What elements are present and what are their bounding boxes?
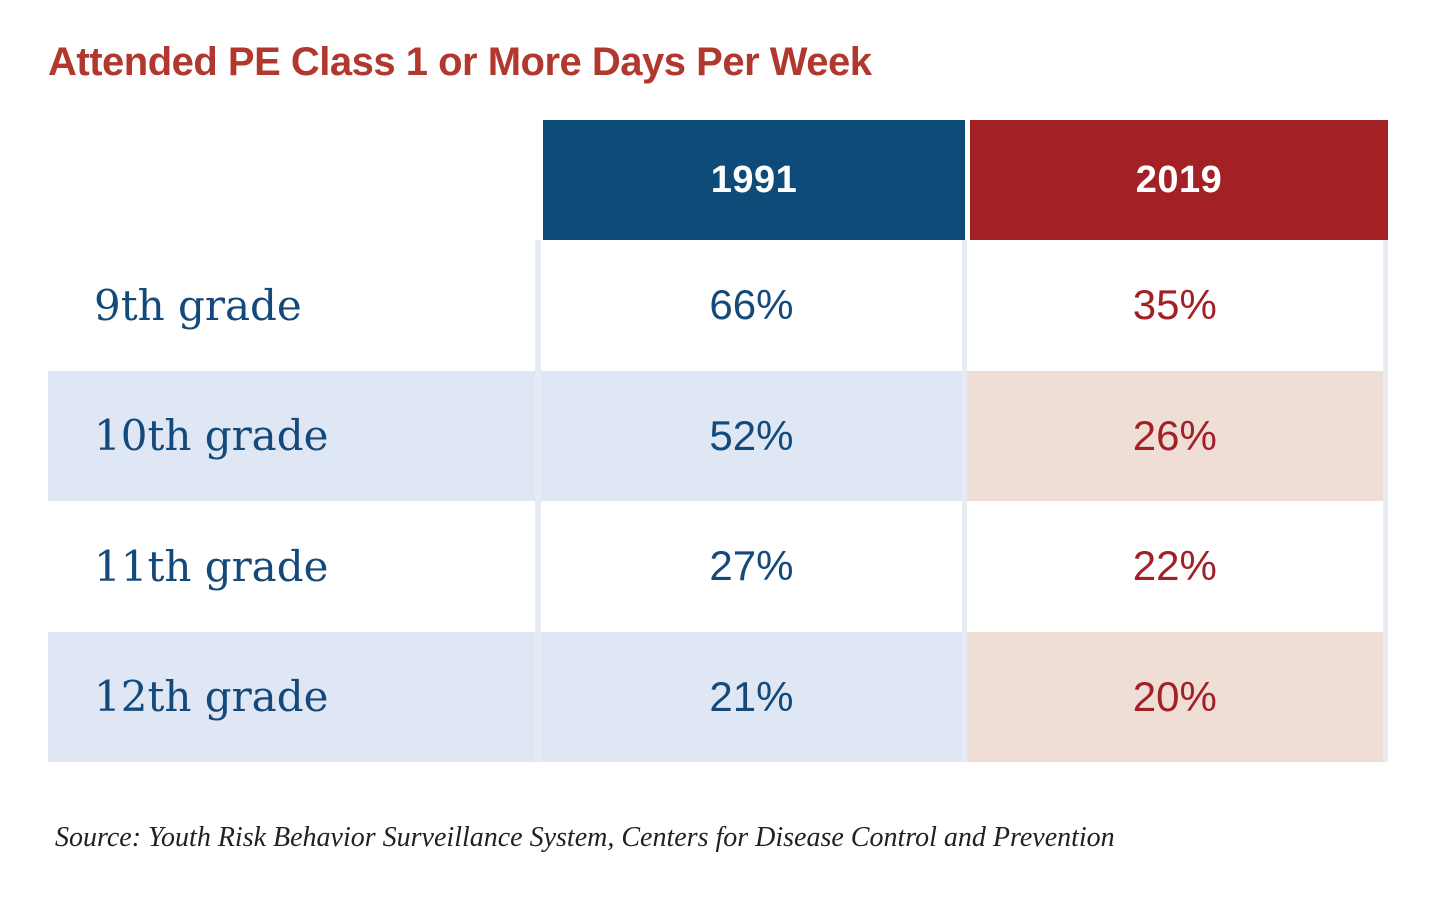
- column-header-2019-label: 2019: [1135, 158, 1223, 201]
- value-1991: 52%: [541, 370, 962, 501]
- value-2019: 26%: [966, 370, 1384, 501]
- row-label: 10th grade: [48, 370, 536, 501]
- value-1991: 66%: [541, 240, 962, 371]
- column-header-1991-label: 1991: [710, 158, 798, 201]
- table-row-11th-grade: 11th grade 27% 22%: [48, 501, 1388, 632]
- row-label: 12th grade: [48, 631, 536, 762]
- value-2019: 22%: [966, 501, 1384, 632]
- table-row-10th-grade: 10th grade 52% 26%: [48, 370, 1388, 501]
- value-1991: 21%: [541, 631, 962, 762]
- value-2019: 20%: [966, 631, 1384, 762]
- column-header-2019: 2019: [970, 120, 1388, 240]
- table-header-row: 1991 2019: [48, 120, 1388, 240]
- row-label: 9th grade: [48, 240, 536, 371]
- column-header-1991: 1991: [543, 120, 965, 240]
- table-row-9th-grade: 9th grade 66% 35%: [48, 240, 1388, 371]
- value-2019: 35%: [966, 240, 1384, 371]
- row-label: 11th grade: [48, 501, 536, 632]
- chart-title: Attended PE Class 1 or More Days Per Wee…: [48, 40, 872, 84]
- value-1991: 27%: [541, 501, 962, 632]
- header-spacer: [48, 120, 543, 240]
- source-note: Source: Youth Risk Behavior Surveillance…: [55, 822, 1115, 853]
- pe-attendance-table: 1991 2019 9th grade 66% 35% 10th grade 5…: [48, 120, 1388, 762]
- table-row-12th-grade: 12th grade 21% 20%: [48, 631, 1388, 762]
